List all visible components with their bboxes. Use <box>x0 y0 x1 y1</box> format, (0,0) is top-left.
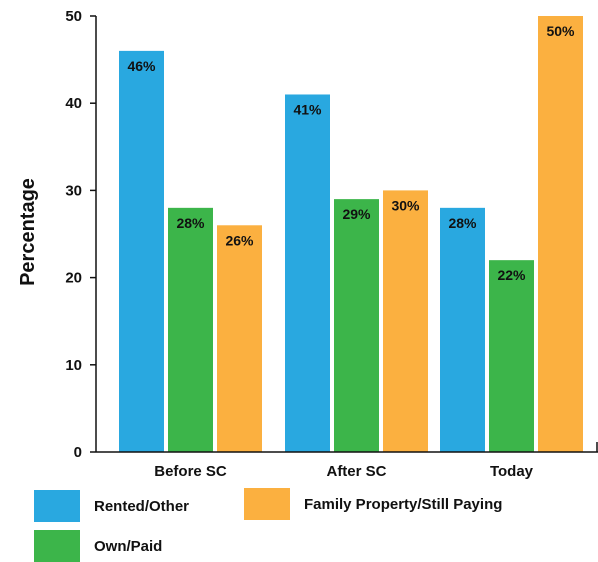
data-label-1-2: 41% <box>293 101 322 117</box>
legend-label-family: Family Property/Still Paying <box>304 495 503 513</box>
legend-swatch-family <box>244 488 290 520</box>
axes-group: Before SC After SC Today 0 10 20 30 40 50 <box>65 8 598 480</box>
data-label-3-2: 30% <box>391 197 420 213</box>
bar-2-2 <box>334 199 379 452</box>
bar-1-3 <box>440 207 485 452</box>
bars-group: 46% 28% 26% 41% 29% 30% 28% 22% 50% <box>119 16 583 452</box>
data-label-3-1: 26% <box>225 232 254 248</box>
data-label-2-1: 28% <box>176 215 205 231</box>
data-label-2-2: 29% <box>342 206 371 222</box>
legend-label-rented: Rented/Other <box>94 497 190 515</box>
y-tick-label-3: 20 <box>65 270 82 287</box>
bar-2-3 <box>489 260 534 452</box>
data-label-1-1: 46% <box>127 58 156 74</box>
bar-3-2 <box>383 190 428 452</box>
y-axis-label: Percentage <box>17 178 39 286</box>
data-label-3-3: 50% <box>546 23 575 39</box>
legend-label-own: Own/Paid <box>94 537 163 555</box>
x-tick-label-2: After SC <box>326 463 386 480</box>
y-tick-label-4: 30 <box>65 182 82 199</box>
legend-item-own: Own/Paid <box>34 530 162 562</box>
legend-item-rented: Rented/Other <box>34 490 189 522</box>
y-tick-label-2: 10 <box>65 357 82 374</box>
data-label-1-3: 28% <box>448 215 477 231</box>
bar-3-3 <box>538 16 583 452</box>
y-tick-label-1: 0 <box>74 444 82 461</box>
x-tick-label-1: Before SC <box>154 463 227 480</box>
legend-item-family: Family Property/Still Paying <box>244 488 502 520</box>
y-tick-label-6: 50 <box>65 8 82 25</box>
y-tick-label-5: 40 <box>65 95 82 112</box>
legend-swatch-own <box>34 530 80 562</box>
x-tick-label-3: Today <box>490 463 534 480</box>
legend-swatch-rented <box>34 490 80 522</box>
bar-1-1 <box>119 50 164 452</box>
bar-2-1 <box>168 207 213 452</box>
data-label-2-3: 22% <box>497 267 526 283</box>
bar-1-2 <box>285 94 330 452</box>
bar-3-1 <box>217 225 262 452</box>
